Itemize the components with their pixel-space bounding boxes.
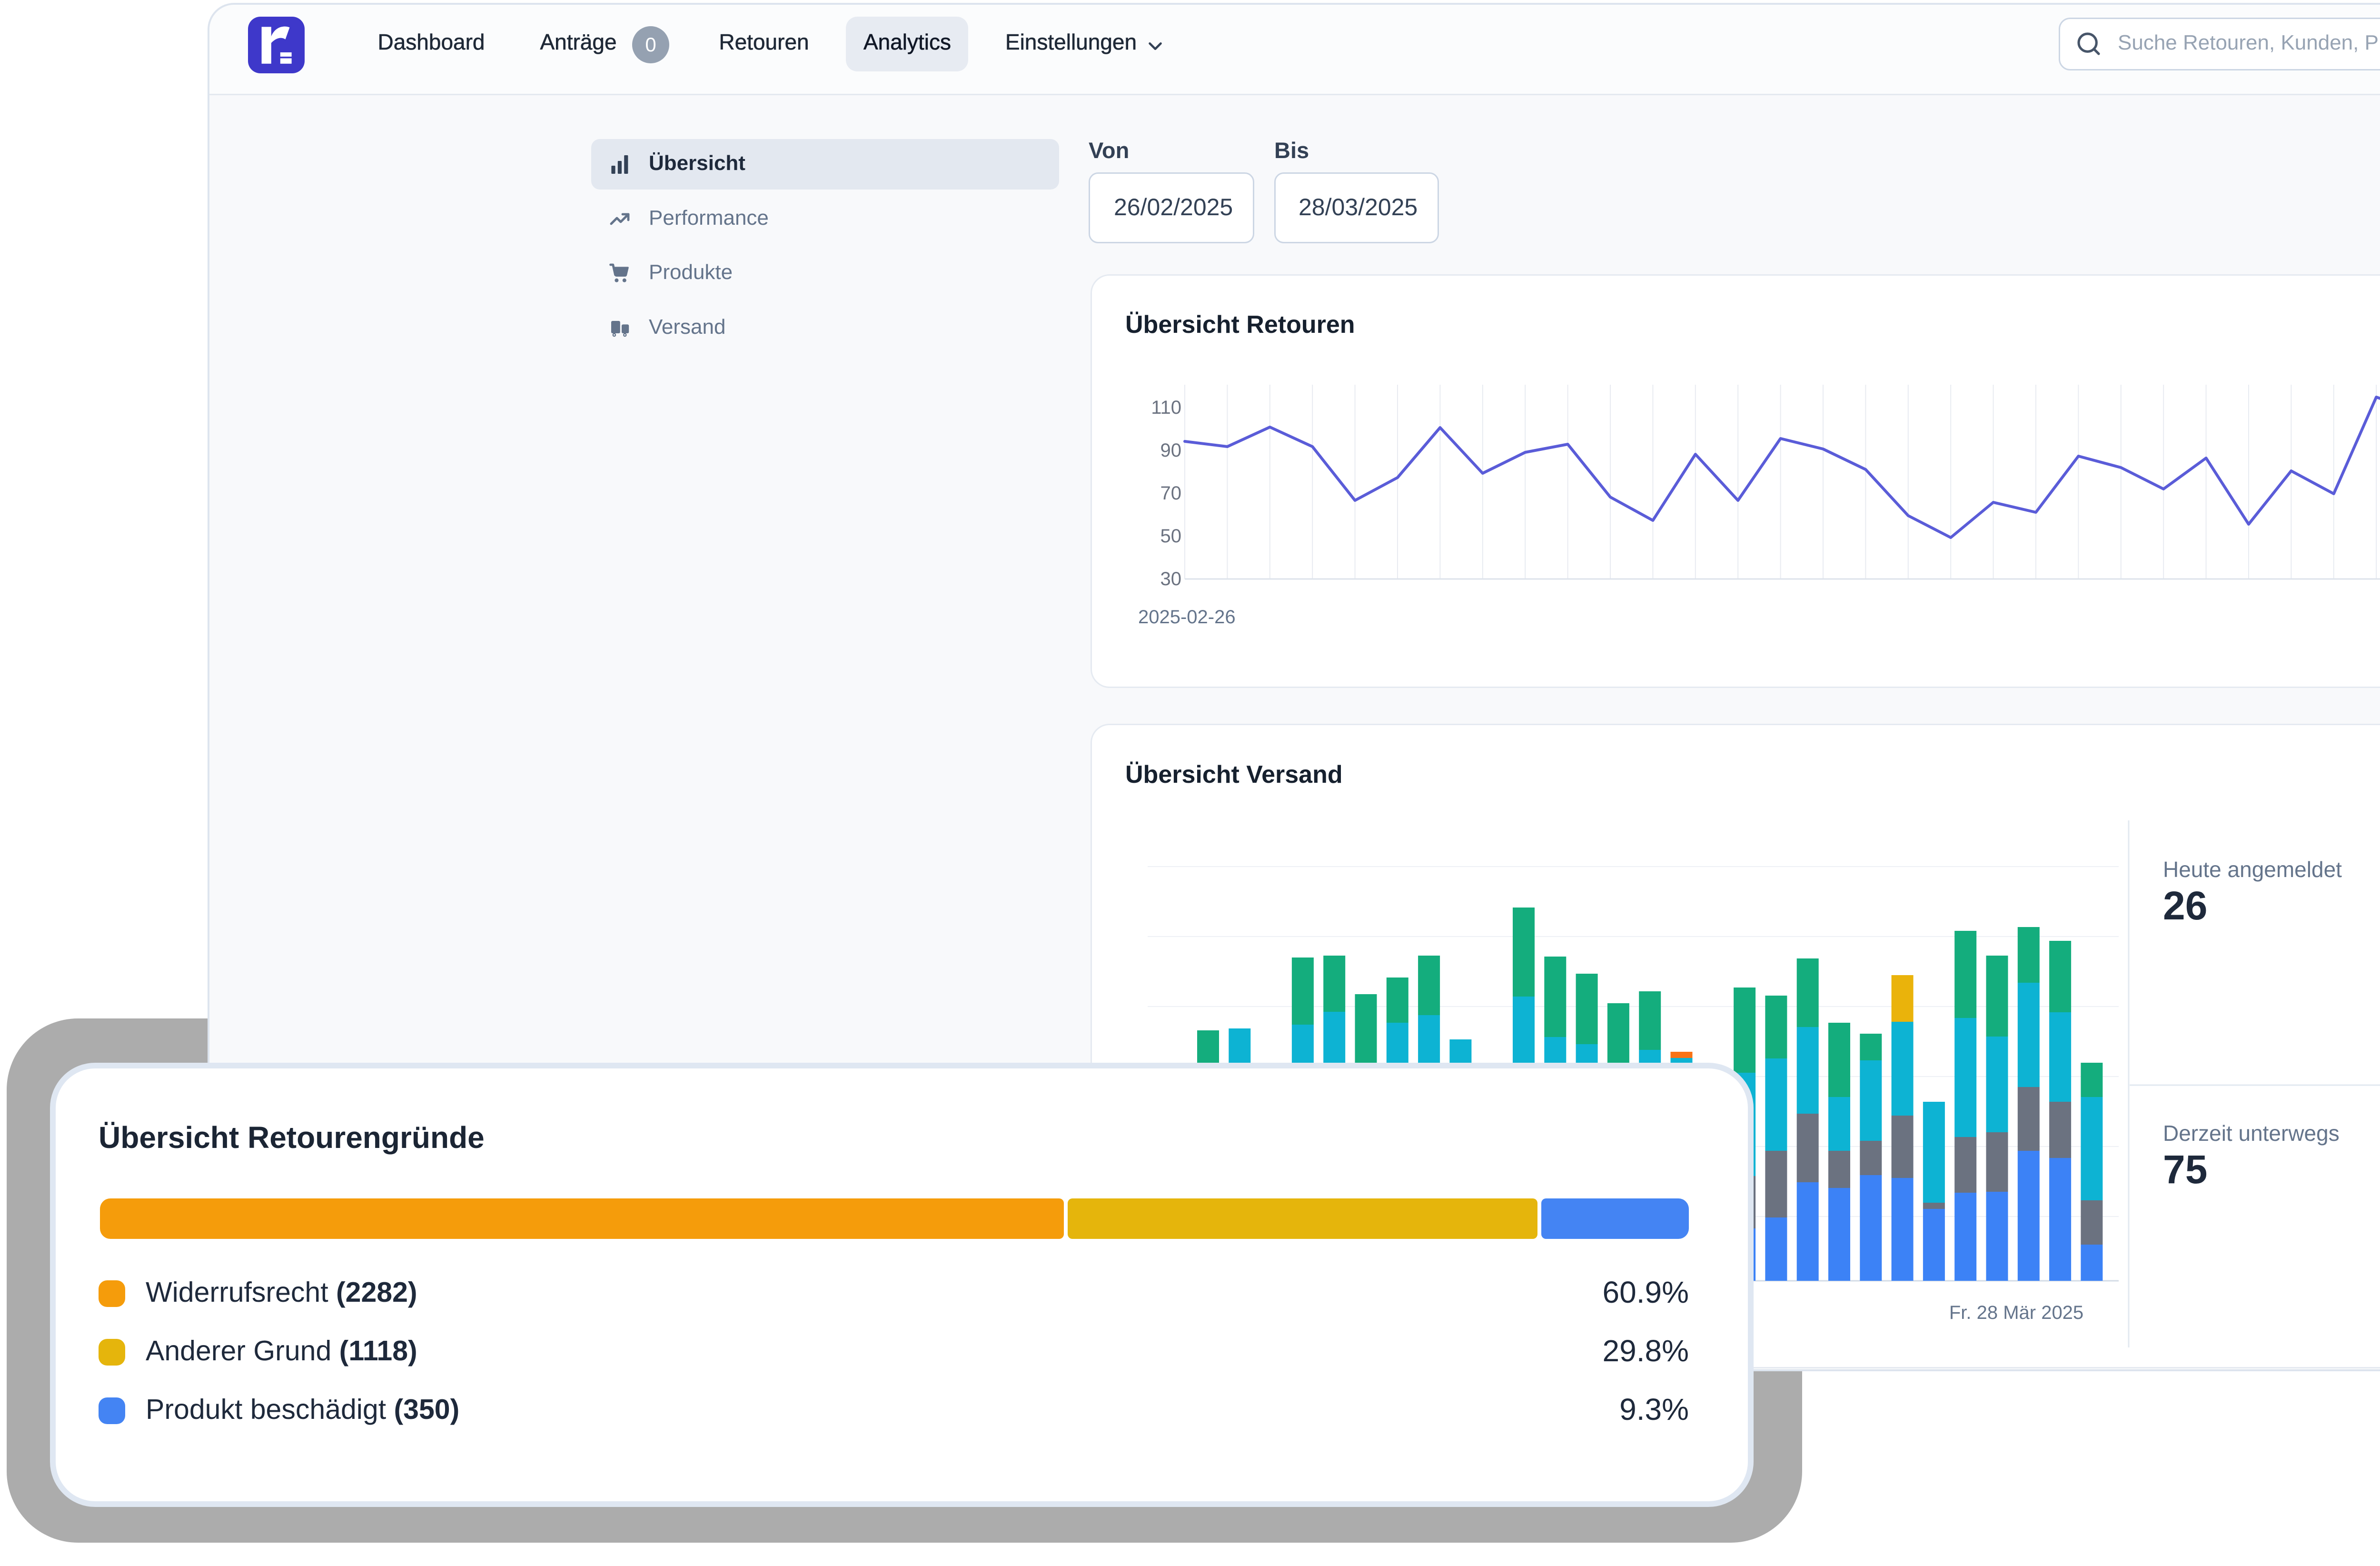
svg-text:50: 50 [1160,526,1182,547]
svg-text:90: 90 [1160,440,1182,461]
svg-text:30: 30 [1160,569,1182,589]
svg-text:110: 110 [1151,397,1181,418]
svg-text:70: 70 [1160,483,1182,504]
